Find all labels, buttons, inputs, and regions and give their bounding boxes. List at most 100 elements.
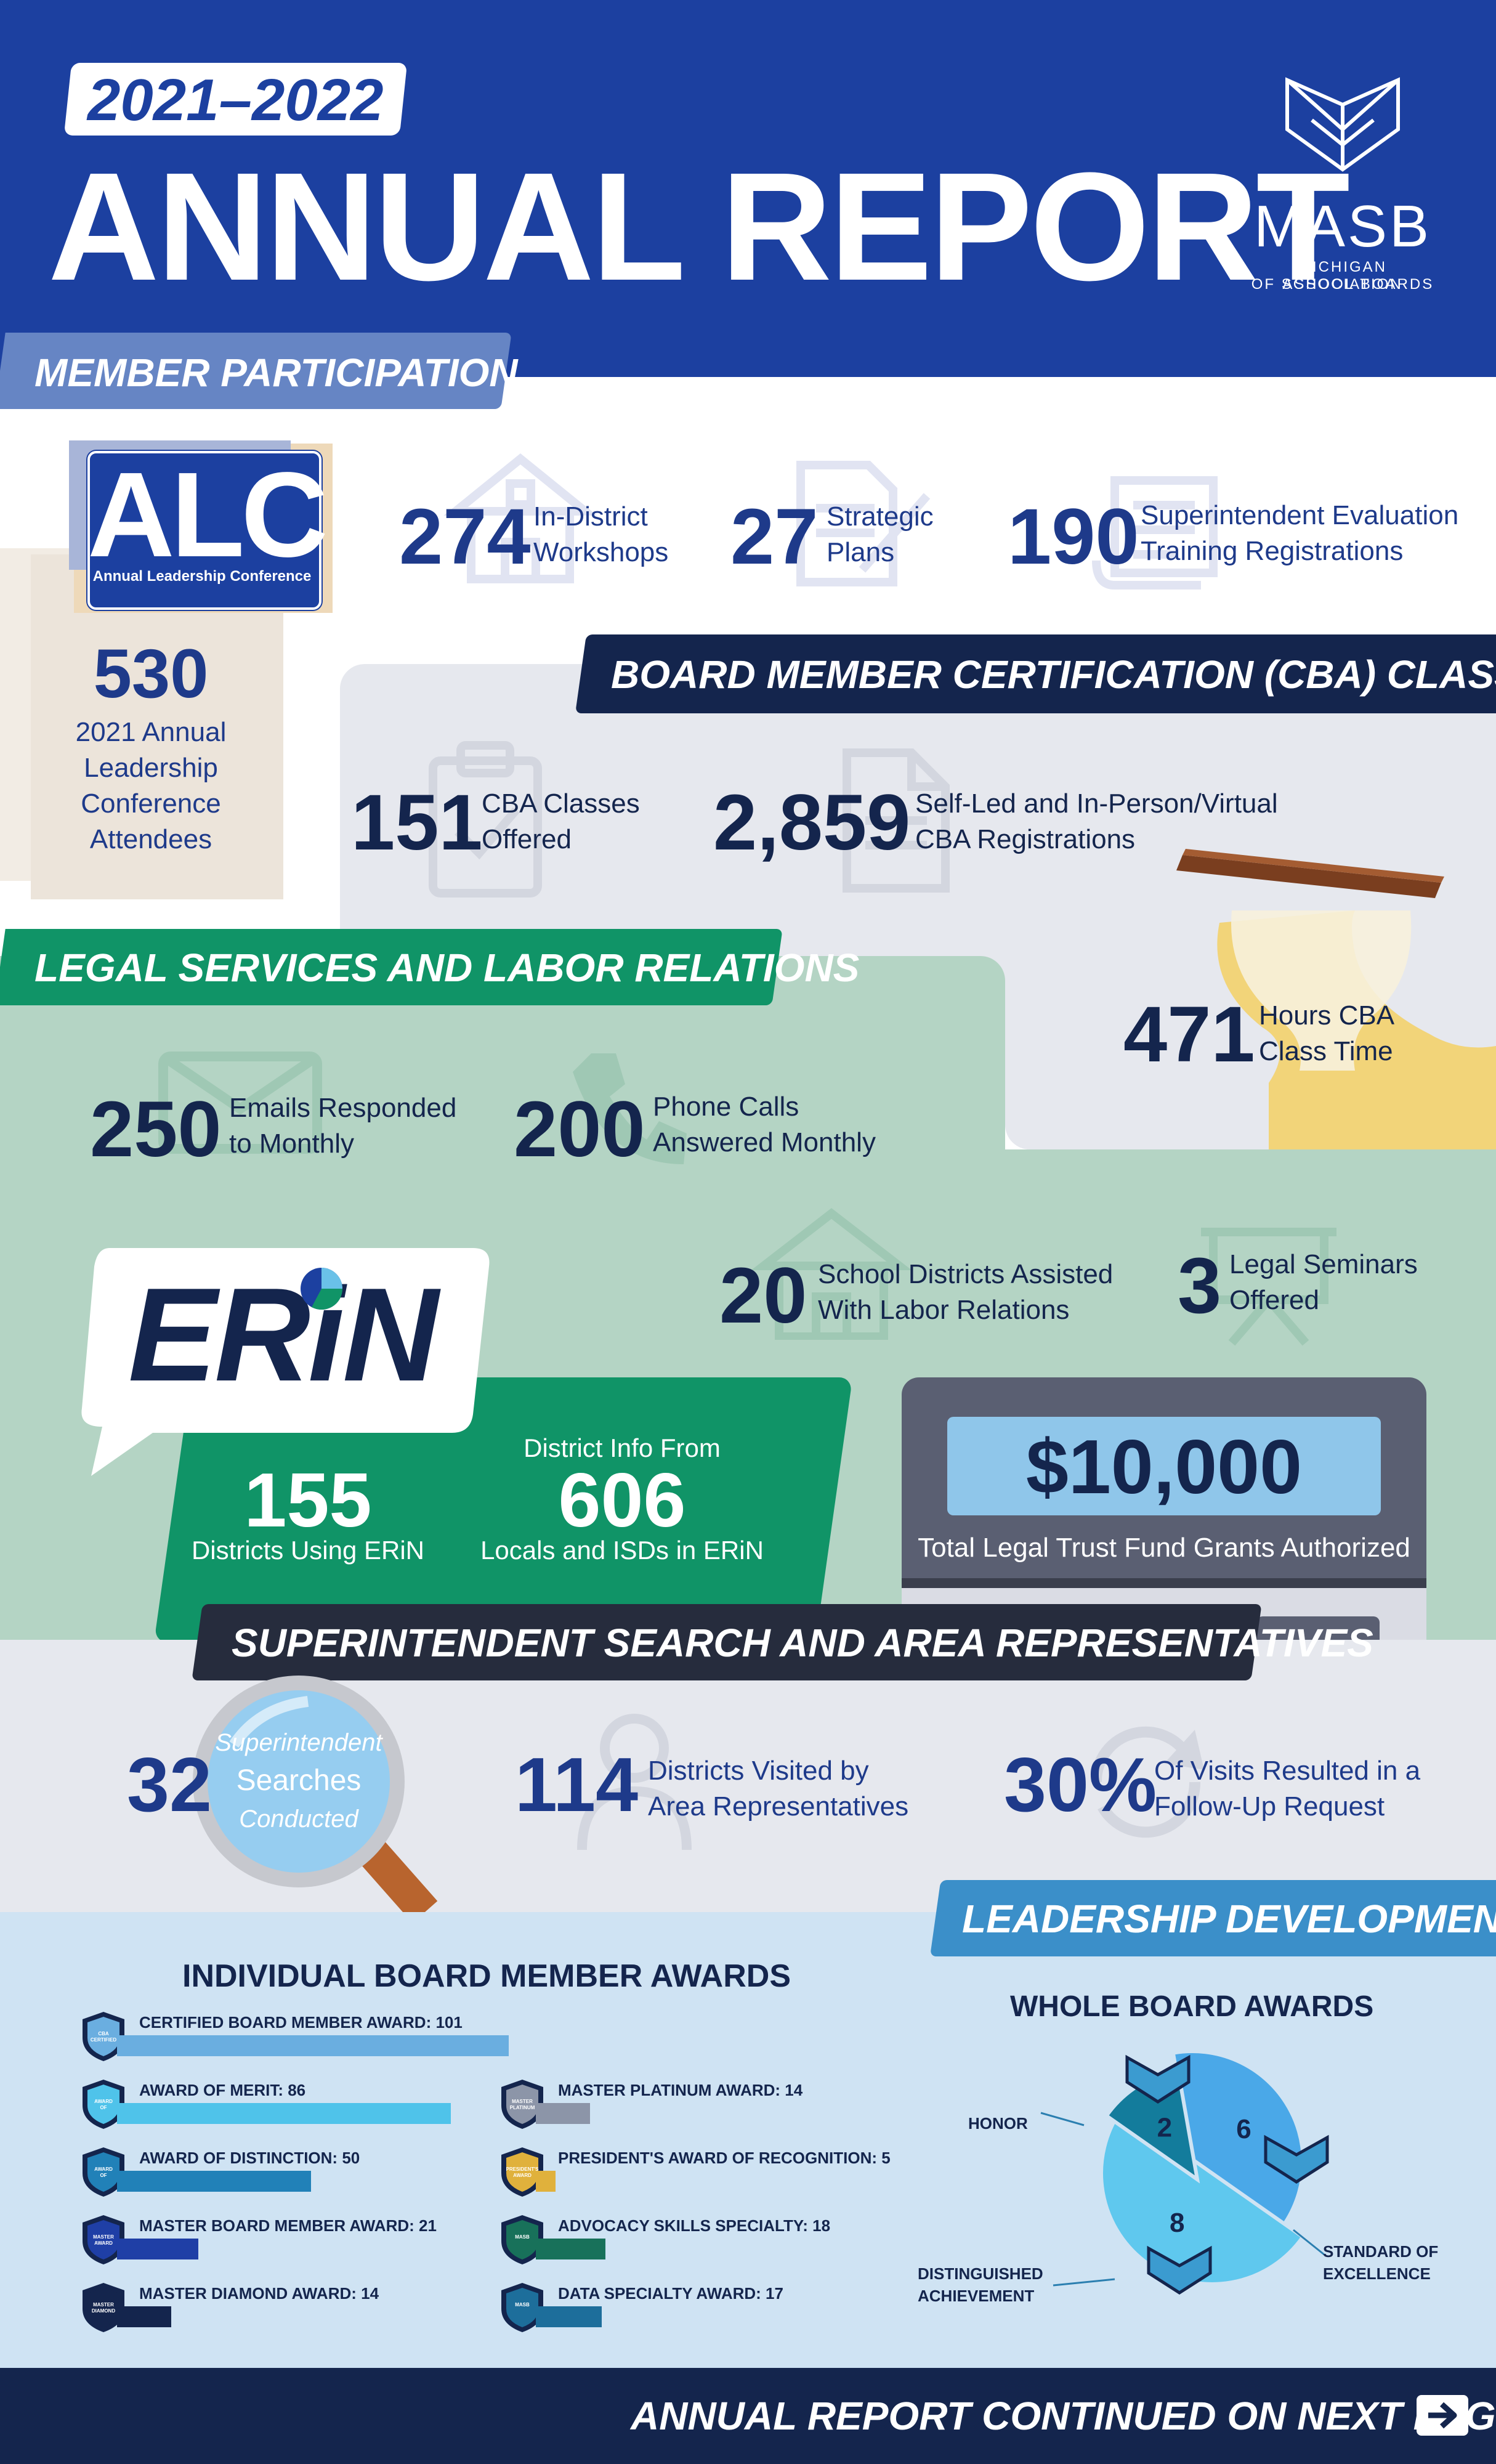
svg-text:MASB: MASB [515,2302,530,2308]
svg-text:DIAMOND: DIAMOND [92,2308,115,2314]
svg-text:MASTER: MASTER [93,2234,114,2240]
year-label: 2021–2022 [87,67,384,133]
trust-amount: $10,000 [1025,1425,1303,1510]
svg-text:AWARD: AWARD [94,2240,113,2246]
alc-attendees-label-2: Leadership [84,753,218,783]
districts-assisted-label-2: With Labor Relations [818,1295,1070,1325]
erin-locals-number: 606 [558,1458,686,1543]
distinguished-label-1: DISTINGUISHED [918,2264,1043,2283]
award-label: ADVOCACY SKILLS SPECIALTY: 18 [558,2216,831,2235]
districts-assisted-number: 20 [719,1252,807,1340]
award-chevron-icon [1125,2054,1191,2104]
cba-hours-number: 471 [1123,991,1255,1079]
logo-subtitle-2: OF SCHOOL BOARDS [1251,276,1434,293]
alc-attendees-number: 530 [93,635,209,712]
individual-awards-title: INDIVIDUAL BOARD MEMBER AWARDS [182,1958,791,1994]
award-bar [117,2035,509,2056]
award-label: MASTER DIAMOND AWARD: 14 [139,2284,379,2303]
clipboard-check-icon [429,741,542,898]
award-chevron-icon [1147,2245,1212,2295]
phone-calls-label-1: Phone Calls [653,1092,799,1122]
svg-text:AWARD: AWARD [513,2173,532,2178]
member-participation-heading: MEMBER PARTICIPATION [34,351,518,395]
svg-text:PRESIDENT'S: PRESIDENT'S [506,2166,539,2172]
calculator-screen [947,1417,1381,1515]
cba-registrations-number: 2,859 [713,779,911,867]
svg-text:OF: OF [100,2105,107,2110]
scroll-icon [1092,476,1218,590]
pie-leader-line [1053,2278,1115,2287]
email-icon [158,1052,322,1154]
seminars-number: 3 [1178,1242,1222,1330]
arrow-right-icon[interactable] [1417,2395,1468,2436]
award-bar [536,2239,605,2259]
distinguished-label-2: ACHIEVEMENT [918,2287,1035,2305]
districts-visited-label-2: Area Representatives [648,1791,909,1822]
pie-leader-line [1040,2112,1085,2126]
award-label: MASTER PLATINUM AWARD: 14 [558,2081,803,2099]
cba-registrations-label-1: Self-Led and In-Person/Virtual [915,788,1278,819]
pie-value-label: 6 [1236,2114,1251,2144]
follow-up-label-1: Of Visits Resulted in a [1154,1756,1421,1786]
follow-up-number: 30% [1004,1743,1157,1828]
seminar-board-icon [1201,1228,1336,1346]
cba-heading: BOARD MEMBER CERTIFICATION (CBA) CLASSES [611,652,1496,697]
award-label: CERTIFIED BOARD MEMBER AWARD: 101 [139,2013,463,2032]
document-icon [843,748,950,893]
pie-leader-line [1293,2229,1325,2256]
calculator-key-2 [1312,1616,1380,1640]
searches-label-3: Conducted [239,1805,358,1833]
trust-label: Total Legal Trust Fund Grants Authorized [918,1533,1410,1563]
award-bar [117,2306,171,2327]
alc-attendees-label-4: Attendees [89,824,212,854]
erin-info-pre: District Info From [524,1433,721,1462]
award-label: DATA SPECIALTY AWARD: 17 [558,2284,783,2303]
award-bar [117,2171,311,2192]
erin-districts-label: Districts Using ERiN [191,1536,425,1565]
erin-districts-number: 155 [244,1458,372,1543]
footer-band [0,2368,1496,2464]
svg-text:AWARD: AWARD [94,2166,113,2172]
follow-up-label-2: Follow-Up Request [1154,1791,1385,1822]
hourglass-icon [1176,849,1496,1149]
svg-text:OF: OF [100,2173,107,2178]
cba-classes-label-2: Offered [482,824,572,854]
evaluation-label-1: Superintendent Evaluation [1141,500,1459,530]
erin-speech-bubble [81,1248,490,1476]
emails-number: 250 [90,1085,222,1173]
evaluation-label-2: Training Registrations [1141,536,1404,566]
superintendent-heading: SUPERINTENDENT SEARCH AND AREA REPRESENT… [232,1621,1373,1665]
person-icon [577,1714,692,1850]
searches-number: 32 [127,1743,212,1828]
alc-logo-box [87,451,321,610]
masb-logo-icon [1285,77,1400,172]
searches-label-2: Searches [236,1764,362,1797]
refresh-icon [1090,1726,1204,1838]
footer-text[interactable]: ANNUAL REPORT CONTINUED ON NEXT PAGE [631,2394,1496,2438]
standard-label-1: STANDARD OF [1323,2242,1439,2261]
phone-icon [573,1053,687,1164]
svg-text:MASTER: MASTER [93,2302,114,2308]
erin-logo-dot-icon [301,1268,342,1310]
erin-locals-label: Locals and ISDs in ERiN [480,1536,764,1565]
districts-assisted-label-1: School Districts Assisted [818,1259,1114,1289]
award-label: MASTER BOARD MEMBER AWARD: 21 [139,2216,437,2235]
svg-text:CERTIFIED: CERTIFIED [91,2037,116,2043]
strategic-plans-number: 27 [730,493,819,581]
award-bar [536,2171,556,2192]
award-bar [117,2103,451,2124]
award-chevron-icon [1264,2134,1329,2184]
award-label: PRESIDENT'S AWARD OF RECOGNITION: 5 [558,2149,891,2167]
cba-hours-label-2: Class Time [1259,1036,1393,1066]
pie-value-label: 2 [1157,2113,1172,2143]
strategic-plans-label-1: Strategic [827,501,934,532]
document-pen-icon [796,461,931,586]
award-badge-icon: MASB [501,2283,543,2332]
pie-value-label: 8 [1170,2208,1184,2238]
